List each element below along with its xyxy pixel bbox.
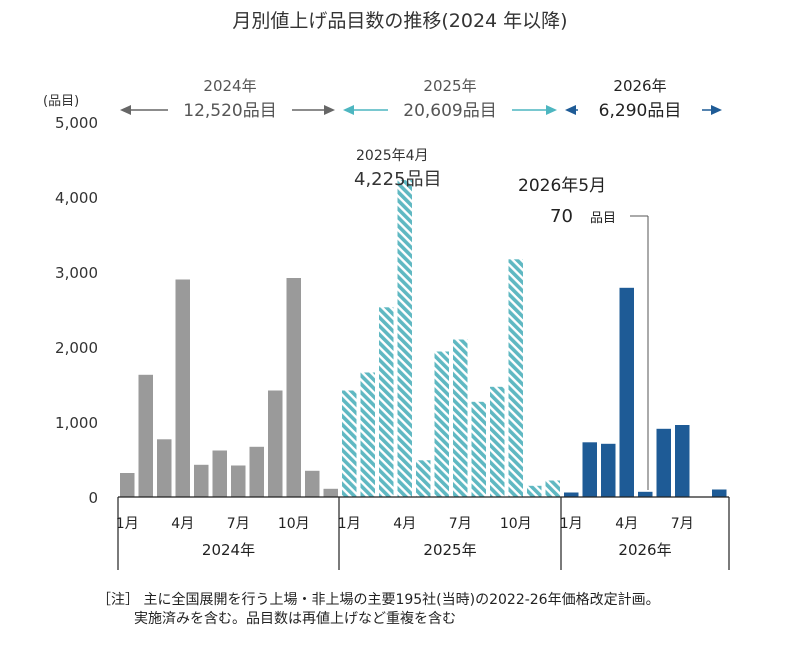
bar — [379, 307, 394, 498]
bar — [527, 485, 542, 498]
bar — [416, 460, 431, 498]
year-total-value: 12,520品目 — [183, 101, 276, 121]
y-tick-label: 0 — [88, 489, 98, 507]
bar — [175, 279, 190, 497]
bar — [453, 339, 468, 497]
x-tick-label: 7月 — [671, 516, 694, 532]
bar — [545, 480, 560, 497]
footnote-line-1: ［注］ 主に全国展開を行う上場・非上場の主要195社(当時)の2022-26年価… — [97, 592, 660, 608]
year-label: 2025年 — [423, 541, 476, 559]
bar — [194, 464, 209, 498]
x-tick-label: 4月 — [615, 516, 638, 532]
y-tick-label: 1,000 — [55, 414, 98, 432]
y-tick-label: 2,000 — [55, 339, 98, 357]
bar — [157, 439, 172, 498]
bar — [656, 428, 671, 498]
arrowhead-left — [343, 105, 354, 115]
x-tick-label: 1月 — [116, 516, 139, 532]
year-label: 2024年 — [202, 541, 255, 559]
bar — [323, 488, 338, 498]
footnote-line-2: 実施済みを含む。品目数は再値上げなど重複を含む — [134, 611, 456, 627]
bar — [342, 390, 357, 497]
year-total-value: 20,609品目 — [403, 101, 496, 121]
arrowhead-right — [546, 105, 557, 115]
x-tick-label: 1月 — [560, 516, 583, 532]
x-tick-label: 7月 — [227, 516, 250, 532]
year-label: 2026年 — [618, 541, 671, 559]
bar — [231, 465, 246, 497]
x-tick-label: 1月 — [338, 516, 361, 532]
annotation-2026-may-title: 2026年5月 — [518, 176, 606, 196]
bar — [305, 470, 320, 498]
annotation-2026-may-unit: 品目 — [590, 211, 616, 226]
annotation-2025-apr: 2025年4月 4,225品目 — [354, 148, 442, 190]
bars — [120, 180, 727, 498]
x-tick-label: 4月 — [393, 516, 416, 532]
bar — [138, 374, 153, 498]
y-tick-labels: 0 1,000 2,000 3,000 4,000 5,000 — [55, 114, 98, 507]
chart-title: 月別値上げ品目数の推移(2024 年以降) — [232, 10, 567, 32]
annotation-2025-apr-value: 4,225品目 — [354, 169, 442, 190]
arrowhead-left — [120, 105, 131, 115]
arrowhead-left — [565, 105, 576, 115]
chart: 月別値上げ品目数の推移(2024 年以降) (品目) 0 1,000 2,000 3,… — [43, 10, 730, 570]
bar — [249, 446, 264, 498]
x-tick-label: 7月 — [449, 516, 472, 532]
y-tick-label: 3,000 — [55, 264, 98, 282]
bar — [675, 425, 690, 497]
year-total-label: 2024年 — [203, 77, 256, 95]
bar — [601, 443, 616, 498]
arrowhead-right — [324, 105, 335, 115]
bar — [619, 287, 634, 498]
bar — [268, 390, 283, 497]
y-axis-label: (品目) — [43, 94, 79, 109]
arrowhead-right — [711, 105, 722, 115]
bar — [286, 278, 301, 497]
bar — [712, 489, 727, 497]
bar — [360, 372, 375, 497]
year-totals: 2024年 12,520品目 2025年 20,609品目 2026年 6,290品目 — [120, 77, 722, 121]
year-total-label: 2025年 — [423, 77, 476, 95]
bar — [508, 259, 523, 498]
bar — [212, 450, 227, 497]
x-tick-label: 10月 — [278, 516, 310, 532]
annotation-2026-may: 2026年5月 70 品目 — [518, 176, 649, 490]
bar — [490, 386, 505, 498]
y-tick-label: 5,000 — [55, 114, 98, 132]
bar — [564, 492, 579, 497]
bar — [397, 180, 412, 497]
annotation-2026-may-value: 70 — [550, 206, 573, 227]
annotation-2025-apr-title: 2025年4月 — [356, 148, 429, 164]
bar — [582, 442, 597, 498]
x-tick-label: 10月 — [500, 516, 532, 532]
year-total-label: 2026年 — [613, 77, 666, 95]
bar — [120, 473, 135, 497]
x-tick-label: 4月 — [171, 516, 194, 532]
bar — [471, 401, 486, 498]
footnote: ［注］ 主に全国展開を行う上場・非上場の主要195社(当時)の2022-26年価… — [97, 591, 660, 629]
year-total-value: 6,290品目 — [599, 101, 682, 121]
bar — [638, 491, 653, 498]
y-tick-label: 4,000 — [55, 189, 98, 207]
bar — [434, 351, 449, 497]
